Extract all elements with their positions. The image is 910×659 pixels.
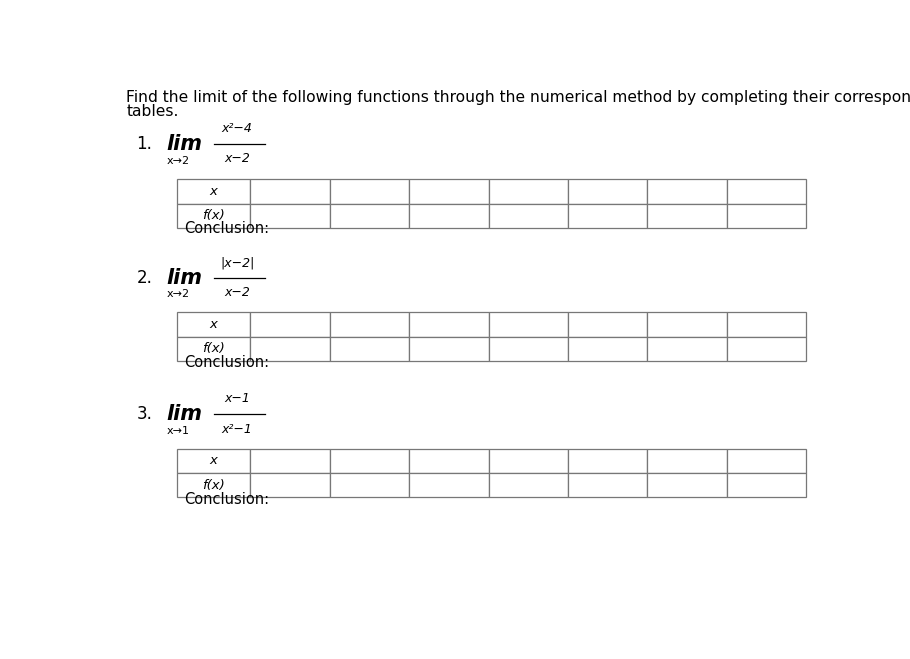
Bar [250, 312, 329, 337]
Bar [250, 204, 329, 228]
Text: tables.: tables. [126, 105, 179, 119]
Text: lim: lim [167, 268, 203, 288]
Text: lim: lim [167, 404, 203, 424]
Bar [489, 204, 568, 228]
Bar [177, 449, 250, 473]
Bar [727, 179, 806, 204]
Text: x: x [210, 318, 217, 331]
Text: x²−4: x²−4 [222, 122, 253, 135]
Bar [329, 473, 410, 498]
Text: Find the limit of the following functions through the numerical method by comple: Find the limit of the following function… [126, 90, 910, 105]
Text: f(x): f(x) [202, 478, 225, 492]
Bar [727, 337, 806, 361]
Text: 3.: 3. [136, 405, 152, 423]
Bar [647, 179, 727, 204]
Text: Conclusion:: Conclusion: [184, 492, 269, 507]
Bar [647, 473, 727, 498]
Bar [647, 204, 727, 228]
Bar [727, 312, 806, 337]
Bar [647, 449, 727, 473]
Bar [489, 337, 568, 361]
Bar [177, 312, 250, 337]
Bar [329, 179, 410, 204]
Text: f(x): f(x) [202, 343, 225, 355]
Text: x²−1: x²−1 [222, 423, 253, 436]
Bar [250, 449, 329, 473]
Text: x→2: x→2 [167, 156, 190, 165]
Bar [568, 312, 647, 337]
Bar [250, 337, 329, 361]
Text: x: x [210, 454, 217, 467]
Text: x→2: x→2 [167, 289, 190, 299]
Bar [568, 449, 647, 473]
Bar [177, 179, 250, 204]
Bar [568, 337, 647, 361]
Bar [568, 204, 647, 228]
Bar [727, 449, 806, 473]
Text: x−2: x−2 [224, 287, 250, 299]
Bar [177, 337, 250, 361]
Bar [410, 473, 489, 498]
Text: x−1: x−1 [224, 392, 250, 405]
Bar [568, 179, 647, 204]
Bar [177, 204, 250, 228]
Bar [647, 337, 727, 361]
Text: 1.: 1. [136, 134, 152, 153]
Bar [489, 179, 568, 204]
Bar [410, 337, 489, 361]
Bar [489, 449, 568, 473]
Bar [568, 473, 647, 498]
Bar [410, 179, 489, 204]
Bar [410, 449, 489, 473]
Bar [410, 204, 489, 228]
Bar [250, 473, 329, 498]
Bar [410, 312, 489, 337]
Text: x: x [210, 185, 217, 198]
Text: Conclusion:: Conclusion: [184, 221, 269, 236]
Bar [329, 204, 410, 228]
Text: 2.: 2. [136, 269, 152, 287]
Bar [727, 204, 806, 228]
Text: x−2: x−2 [224, 152, 250, 165]
Text: |x−2|: |x−2| [220, 256, 255, 269]
Text: x→1: x→1 [167, 426, 189, 436]
Bar [250, 179, 329, 204]
Bar [489, 312, 568, 337]
Bar [489, 473, 568, 498]
Text: Conclusion:: Conclusion: [184, 355, 269, 370]
Bar [177, 473, 250, 498]
Bar [329, 449, 410, 473]
Bar [329, 312, 410, 337]
Text: f(x): f(x) [202, 209, 225, 222]
Bar [647, 312, 727, 337]
Bar [329, 337, 410, 361]
Bar [727, 473, 806, 498]
Text: lim: lim [167, 134, 203, 154]
